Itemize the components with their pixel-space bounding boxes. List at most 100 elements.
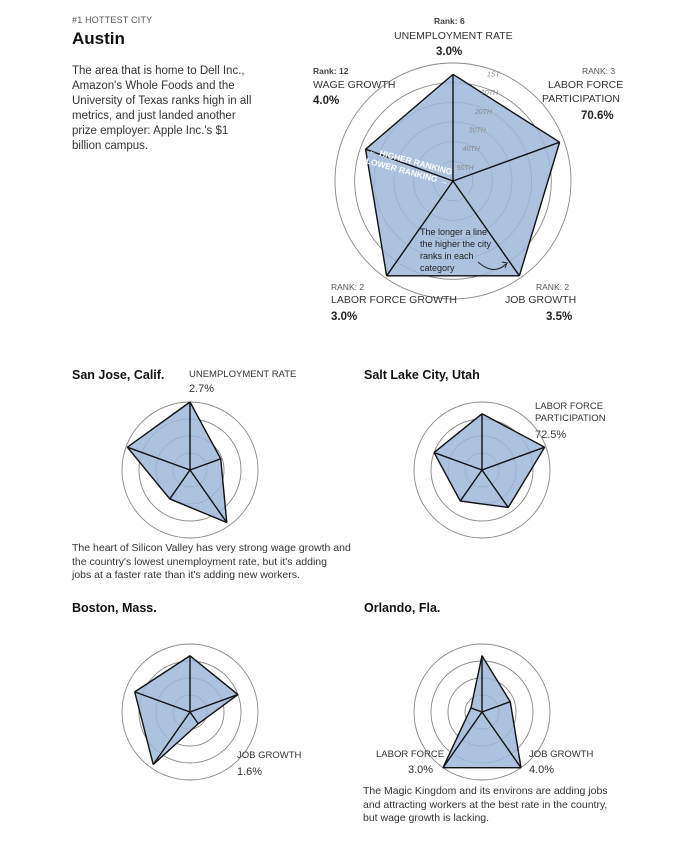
austin-grid-ring [334,62,572,300]
labor-participation-value: 70.6% [581,110,614,122]
salt-lake-label-2: PARTICIPATION [535,413,606,424]
boston-spoke [189,693,239,713]
main-description: The area that is home to Dell Inc., Amaz… [72,65,252,152]
san-jose-edge [169,498,228,524]
orlando-edge [509,701,522,768]
austin-spoke [452,180,520,277]
salt-lake-edge [507,446,546,508]
orlando-description: The Magic Kingdom and its environs are a… [363,785,663,826]
city-orlando: Orlando, Fla. [364,601,441,615]
salt-lake-spoke [481,446,545,471]
san-jose-spoke [169,469,191,500]
labor-participation-label-2: PARTICIPATION [542,93,620,105]
boston-edge [134,691,154,765]
boston-spoke [189,711,199,725]
wage-label: WAGE GROWTH [313,79,396,91]
orlando-job-label: JOB GROWTH [529,749,594,760]
salt-lake-grid-ring [413,401,551,539]
austin-spoke [365,148,454,182]
note-arrow-head [501,261,508,269]
salt-lake-spoke [459,469,483,502]
note-line: category [420,263,455,273]
san-jose-desc-line: The heart of Silicon Valley has very str… [72,542,351,554]
orlando-job-value: 4.0% [529,764,555,776]
orlando-labor-value: 3.0% [408,764,434,776]
san-jose-desc-line: the country's lowest unemployment rate, … [72,555,327,568]
job-growth-value: 3.5% [546,311,573,323]
san-jose-spoke [189,458,221,471]
boston-edge [189,655,239,696]
city-san-jose: San Jose, Calif. [72,368,165,382]
salt-lake-edge [460,500,509,509]
salt-lake-edge [433,452,461,502]
san-jose-desc-line: jobs at a faster rate than it's adding n… [72,569,300,581]
san-jose-edge [220,458,228,523]
labor-participation-rank: RANK: 3 [582,66,616,76]
salt-lake-edge [481,413,545,448]
city-salt-lake: Salt Lake City, Utah [364,368,480,382]
orlando-desc-line: but wage growth is lacking. [363,812,490,824]
job-growth-rank: RANK: 2 [536,282,570,292]
ring-label: 50TH [457,165,475,172]
orlando-spoke [481,701,511,713]
austin-edge [452,73,560,143]
ring-label: 10TH [481,90,499,97]
city-boston: Boston, Mass. [72,601,157,615]
orlando-spoke [470,707,483,713]
salt-lake-edge [433,413,483,454]
orlando-edge [442,707,472,768]
boston-job-growth-value: 1.6% [237,766,263,778]
page-title: Austin [72,29,125,48]
boston-spoke [134,691,191,713]
note-arrow [477,261,507,270]
orlando-edge [470,655,483,709]
labor-growth-rank: RANK: 2 [331,282,365,292]
ring-label: 20TH [474,109,493,116]
san-jose-spoke [127,446,191,471]
ring-label: 1ST [487,71,501,78]
san-jose-edge [126,401,191,448]
san-jose-edge [126,446,171,500]
boston-edge [152,723,199,766]
salt-lake-value: 72.5% [535,429,567,441]
orlando-spoke [481,711,522,769]
austin-edge [518,141,561,277]
note-line: The longer a line [420,227,487,237]
boston-edge [134,655,191,693]
salt-lake-spoke [481,469,509,508]
austin-edge [365,73,454,150]
salt-lake-spoke [433,451,483,471]
unemployment-value: 3.0% [436,46,463,58]
boston-edge [197,693,239,725]
note-line: ranks in each [420,251,474,261]
san-jose-spoke [189,469,228,523]
orlando-edge [481,655,511,703]
orlando-labor-label: LABOR FORCE [376,749,445,760]
san-jose-edge [189,401,222,460]
san-jose-unemployment-label: UNEMPLOYMENT RATE [189,369,297,380]
kicker: #1 HOTTEST CITY [72,15,153,25]
labor-participation-label-1: LABOR FORCE [548,79,624,91]
labor-growth-value: 3.0% [331,311,358,323]
orlando-grid-ring [413,643,551,781]
boston-grid-ring [121,643,259,781]
orlando-spoke [442,711,483,769]
orlando-desc-line: and attracting workers at the best rate … [363,798,608,811]
san-jose-unemployment-value: 2.7% [189,383,215,395]
salt-lake-label-1: LABOR FORCE [535,401,604,412]
job-growth-label: JOB GROWTH [505,294,577,306]
labor-growth-label: LABOR FORCE GROWTH [331,294,458,306]
unemployment-rank: Rank: 6 [434,16,465,26]
san-jose-description: The heart of Silicon Valley has very str… [72,542,372,583]
ring-label: 40TH [463,146,481,153]
wage-rank: Rank: 12 [313,66,349,76]
orlando-desc-line: The Magic Kingdom and its environs are a… [363,785,608,797]
boston-job-growth-label: JOB GROWTH [237,750,302,761]
boston-spoke [152,711,191,765]
wage-value: 4.0% [313,95,340,107]
